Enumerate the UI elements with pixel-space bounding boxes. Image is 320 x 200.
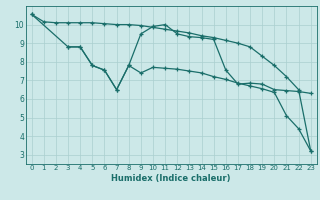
X-axis label: Humidex (Indice chaleur): Humidex (Indice chaleur) xyxy=(111,174,231,183)
